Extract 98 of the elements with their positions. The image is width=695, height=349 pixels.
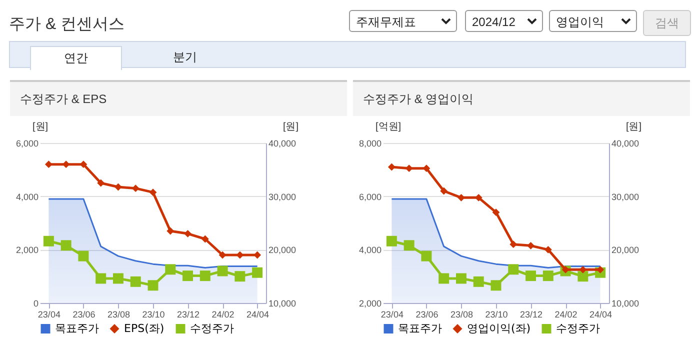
text: 검색 [643,10,691,36]
point [252,267,263,278]
point [422,164,430,172]
x-tick-label: 23/04 [38,310,60,320]
point [97,179,105,187]
y2-tick-label: 20,000 [612,245,640,256]
y-tick-label: 6,000 [16,138,38,148]
x-tick-label: 23/08 [450,310,473,320]
point [473,276,484,287]
point [544,246,552,254]
point [386,236,397,246]
point [80,160,88,168]
legend-label: 목표주가 [55,322,99,335]
point [596,266,604,274]
point [130,276,141,287]
point [217,266,228,276]
point [184,230,192,238]
text: 영업이익 [556,15,604,29]
point [510,240,518,248]
x-tick-label: 23/04 [380,310,404,320]
y2-tick-label: 30,000 [612,192,640,202]
y-tick-label: 4,000 [358,245,382,256]
chart-title: 수정주가 & EPS [10,82,347,116]
x-tick-label: 23/06 [72,310,96,320]
y2-tick-label: 10,000 [268,298,296,308]
point [78,250,89,262]
y-tick-label: 0 [33,298,38,308]
x-tick-label: 24/02 [554,310,578,320]
x-tick-label: 24/02 [212,310,234,320]
point [149,188,157,196]
point [526,270,536,282]
point [527,242,534,250]
point [438,273,450,284]
point [492,208,500,216]
point [182,270,194,282]
point [234,271,246,282]
point [96,273,106,284]
x-tick-label: 24/04 [590,310,612,320]
point [236,251,244,259]
y-tick-label: 8,000 [358,138,382,148]
y2-axis-title: [원] [282,122,299,132]
text: 주가 & 컨센서스 [9,15,125,35]
point [562,266,570,274]
point [405,164,413,172]
text: 연간 [30,46,122,70]
point [62,160,70,168]
point [388,163,396,171]
y-tick-label: 2,000 [358,298,382,308]
point [166,227,174,235]
point [579,266,587,274]
y2-tick-label: 40,000 [612,138,640,148]
point [542,270,554,282]
point [218,251,226,259]
legend-label: 영업이익(좌) [467,322,531,335]
point [254,251,262,259]
point [148,280,158,291]
x-tick-label: 23/06 [416,310,438,320]
point [578,271,588,282]
point [490,280,502,291]
x-tick-label: 23/08 [107,310,130,320]
point [60,240,72,251]
point [404,240,414,251]
point [456,273,466,284]
y-tick-label: 6,000 [358,192,382,202]
x-tick-label: 23/10 [142,310,165,320]
y2-axis-title: [원] [626,122,642,132]
point [132,184,140,192]
legend-label: 수정주가 [190,322,234,335]
point [474,194,482,202]
y-tick-label: 2,000 [16,245,38,256]
x-tick-label: 23/10 [485,310,508,320]
text: 분기 [172,49,198,66]
point [44,160,52,168]
y-axis-title: [원] [32,122,48,132]
legend-label: 수정주가 [556,322,600,335]
y2-tick-label: 40,000 [268,138,296,148]
point [112,273,124,284]
point [200,270,210,282]
y-tick-label: 4,000 [16,192,38,202]
point [440,187,448,195]
y-axis-title: [억원] [376,122,402,132]
point [421,250,432,262]
legend-label: EPS(좌) [124,322,164,335]
point [201,235,209,243]
legend-label: 목표주가 [398,322,442,335]
chart-title: 수정주가 & 영업이익 [353,82,690,116]
x-tick-label: 23/12 [177,310,200,320]
x-tick-label: 24/04 [246,310,270,320]
text: 2024/12 [472,15,516,29]
y2-tick-label: 30,000 [268,192,296,202]
text: 주재무제표 [356,15,416,29]
y2-tick-label: 20,000 [268,245,296,256]
point [508,264,519,275]
point [43,236,54,246]
point [165,264,176,275]
y2-tick-label: 10,000 [612,298,640,308]
x-tick-label: 23/12 [520,310,543,320]
point [458,194,465,202]
